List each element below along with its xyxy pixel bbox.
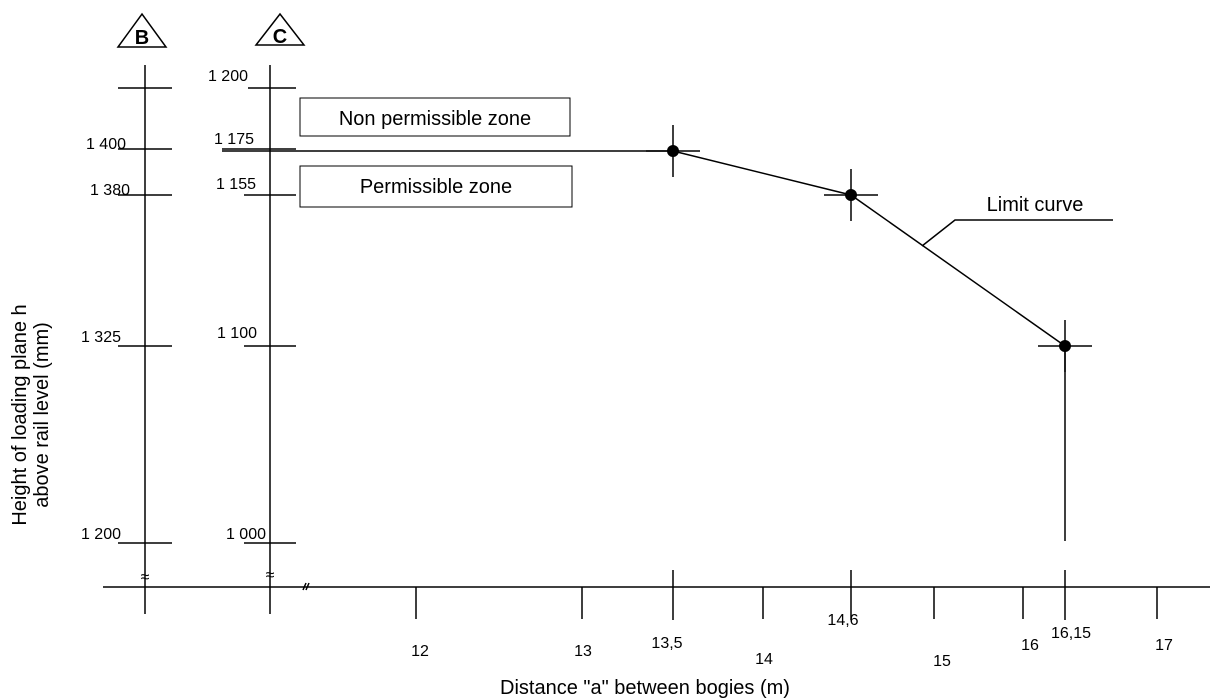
x-axis-ticks: 12 13 13,5 14 14,6 15 16 16,15 bbox=[411, 570, 1173, 670]
axis-b-break-symbol: ≈ bbox=[141, 569, 150, 586]
x-tick-label: 13 bbox=[574, 643, 592, 660]
axis-c-tick: 1 200 bbox=[208, 68, 296, 89]
x-tick-label: 17 bbox=[1155, 637, 1173, 654]
limit-curve-series bbox=[646, 125, 1092, 541]
axis-c-tick: 1 155 bbox=[216, 176, 296, 196]
axis-b-marker-label: B bbox=[135, 27, 149, 49]
x-axis-title: Distance "a" between bogies (m) bbox=[500, 677, 790, 699]
axis-c-tick-label: 1 175 bbox=[214, 131, 254, 148]
axis-b-tick-label: 1 400 bbox=[86, 136, 126, 153]
axis-b-tick: 1 380 bbox=[90, 182, 172, 199]
axis-c-tick-label: 1 100 bbox=[217, 325, 257, 342]
axis-c-break-symbol: ≈ bbox=[266, 567, 275, 584]
x-tick: 14,6 bbox=[827, 570, 859, 629]
axis-c-ticks: 1 200 1 175 1 155 1 100 1 000 bbox=[208, 68, 296, 544]
y-axis-title-line1: Height of loading plane h bbox=[9, 304, 31, 525]
axis-b-marker-triangle bbox=[116, 12, 168, 48]
axis-b-ticks: 1 400 1 380 1 325 1 200 bbox=[81, 136, 172, 544]
axis-c-tick: 1 000 bbox=[226, 526, 296, 544]
axis-c-tick: 1 175 bbox=[214, 131, 296, 150]
permissible-zone-box: Permissible zone bbox=[299, 165, 573, 208]
x-tick-label: 16,15 bbox=[1051, 625, 1091, 642]
axis-c-tick: 1 100 bbox=[217, 325, 296, 347]
axis-c-tick-label: 1 000 bbox=[226, 526, 266, 543]
non-permissible-zone-box: Non permissible zone bbox=[299, 97, 571, 137]
axis-b-tick: 1 325 bbox=[81, 329, 172, 347]
x-tick: 17 bbox=[1155, 587, 1173, 654]
data-point bbox=[845, 189, 857, 201]
permissible-zone-label: Permissible zone bbox=[360, 176, 512, 198]
x-tick-label: 15 bbox=[933, 653, 951, 670]
x-tick: 13 bbox=[574, 587, 592, 660]
limit-curve-label: Limit curve bbox=[987, 194, 1084, 216]
x-tick: 15 bbox=[933, 587, 951, 670]
x-tick-label: 12 bbox=[411, 643, 429, 660]
x-tick: 13,5 bbox=[651, 570, 683, 652]
axis-b-tick: 1 400 bbox=[86, 136, 172, 153]
axis-b-tick-label: 1 325 bbox=[81, 329, 121, 346]
x-tick-label: 13,5 bbox=[651, 635, 682, 652]
axis-c-tick-label: 1 200 bbox=[208, 68, 248, 85]
y-axis-title-line2: above rail level (mm) bbox=[31, 322, 53, 508]
x-tick: 14 bbox=[755, 587, 773, 668]
data-point bbox=[667, 145, 679, 157]
x-tick: 12 bbox=[411, 587, 429, 660]
x-tick: 16,15 bbox=[1051, 570, 1091, 642]
axis-c-marker-label: C bbox=[273, 26, 287, 48]
axis-c-marker-triangle bbox=[254, 12, 306, 46]
axis-b-tick: 1 200 bbox=[81, 526, 172, 544]
non-permissible-zone-label: Non permissible zone bbox=[339, 108, 531, 130]
limit-curve-leader bbox=[921, 219, 1113, 247]
x-tick-label: 14,6 bbox=[827, 612, 858, 629]
x-tick: 16 bbox=[1021, 587, 1039, 654]
limit-curve-line bbox=[672, 150, 1066, 347]
axis-b-tick-label: 1 200 bbox=[81, 526, 121, 543]
axis-c-tick-label: 1 155 bbox=[216, 176, 256, 193]
x-tick-label: 14 bbox=[755, 651, 773, 668]
data-point bbox=[1059, 340, 1071, 352]
x-tick-label: 16 bbox=[1021, 637, 1039, 654]
axis-b-tick-label: 1 380 bbox=[90, 182, 130, 199]
